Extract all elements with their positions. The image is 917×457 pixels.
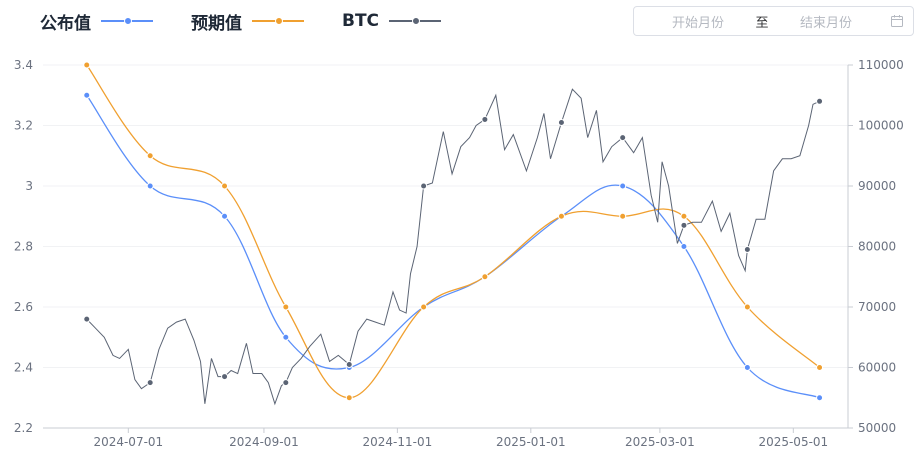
data-point-1 — [680, 243, 688, 250]
data-point-3 — [743, 246, 751, 254]
data-point-3 — [420, 182, 428, 190]
y-left-tick-label: 2.4 — [14, 361, 33, 375]
legend-label-btc: BTC — [342, 11, 380, 31]
start-month-input[interactable]: 开始月份 — [671, 15, 724, 31]
data-point-2 — [282, 303, 290, 311]
data-point-3 — [481, 115, 489, 123]
data-point-3 — [557, 118, 565, 126]
y-right-tick-label: 70000 — [858, 300, 896, 314]
x-tick-label: 2024-09-01 — [229, 435, 299, 449]
legend-swatch-published — [101, 15, 153, 27]
data-point-1 — [146, 182, 154, 190]
data-point-2 — [680, 212, 688, 220]
y-left-tick-label: 2.8 — [14, 240, 33, 254]
data-point-1 — [282, 333, 290, 341]
y-right-tick-label: 100000 — [858, 119, 904, 133]
grid-lines — [43, 64, 848, 368]
axes: 3.4 3.2 3 2.8 2.6 2.4 2.2 110000 100000 90000 8000… — [14, 58, 904, 449]
calendar-icon[interactable] — [891, 15, 903, 27]
data-point-2 — [345, 394, 353, 402]
range-separator: 至 — [755, 15, 769, 31]
data-point-1 — [743, 364, 751, 371]
data-point-2 — [743, 303, 751, 311]
data-point-1 — [83, 91, 91, 99]
legend-label-published: 公布值 — [40, 13, 91, 34]
legend-item-expected[interactable]: 预期值 — [191, 9, 304, 34]
x-tick-label: 2025-03-01 — [625, 435, 695, 449]
data-point-2 — [221, 182, 229, 190]
y-right-tick-label: 90000 — [858, 179, 896, 193]
data-point-2 — [481, 273, 489, 281]
data-point-3 — [345, 360, 353, 368]
x-tick-label: 2024-07-01 — [93, 435, 163, 449]
data-point-2 — [420, 303, 428, 311]
data-point-2 — [816, 364, 824, 371]
legend-label-expected: 预期值 — [191, 13, 242, 34]
x-tick-label: 2025-05-01 — [758, 435, 828, 449]
data-point-3 — [282, 379, 290, 387]
data-point-2 — [146, 152, 154, 160]
y-right-tick-label: 110000 — [858, 58, 904, 72]
y-right-tick-label: 80000 — [858, 240, 896, 254]
y-left-tick-label: 3.2 — [14, 119, 33, 133]
legend-swatch-btc — [389, 15, 442, 27]
series-line-1 — [86, 94, 820, 399]
month-range-picker[interactable]: 开始月份 至 结束月份 — [633, 6, 914, 36]
y-left-tick-label: 3 — [25, 179, 33, 193]
data-point-2 — [83, 61, 91, 69]
data-point-2 — [557, 212, 565, 220]
data-point-3 — [83, 315, 91, 323]
data-point-3 — [221, 373, 229, 381]
data-point-1 — [816, 394, 824, 402]
y-left-tick-label: 3.4 — [14, 58, 33, 72]
y-right-tick-label: 60000 — [858, 361, 896, 375]
y-left-tick-label: 2.6 — [14, 300, 33, 314]
legend-item-published[interactable]: 公布值 — [40, 9, 153, 34]
x-tick-label: 2025-01-01 — [496, 435, 566, 449]
data-point-3 — [680, 221, 688, 229]
y-left-tick-label: 2.2 — [14, 421, 33, 435]
x-tick-label: 2024-11-01 — [363, 435, 433, 449]
data-point-3 — [816, 97, 824, 105]
y-right-tick-label: 50000 — [858, 421, 896, 435]
data-point-2 — [619, 212, 627, 220]
data-point-3 — [619, 134, 627, 142]
data-point-1 — [221, 212, 229, 220]
plot-area — [83, 61, 824, 406]
end-month-input[interactable]: 结束月份 — [799, 15, 852, 31]
data-point-1 — [619, 182, 627, 190]
legend-item-btc[interactable]: BTC — [342, 11, 442, 31]
chart-legend: 公布值 预期值 BTC — [40, 8, 479, 34]
legend-swatch-expected — [252, 15, 304, 27]
data-point-3 — [146, 379, 154, 387]
series-line-3 — [86, 88, 820, 406]
